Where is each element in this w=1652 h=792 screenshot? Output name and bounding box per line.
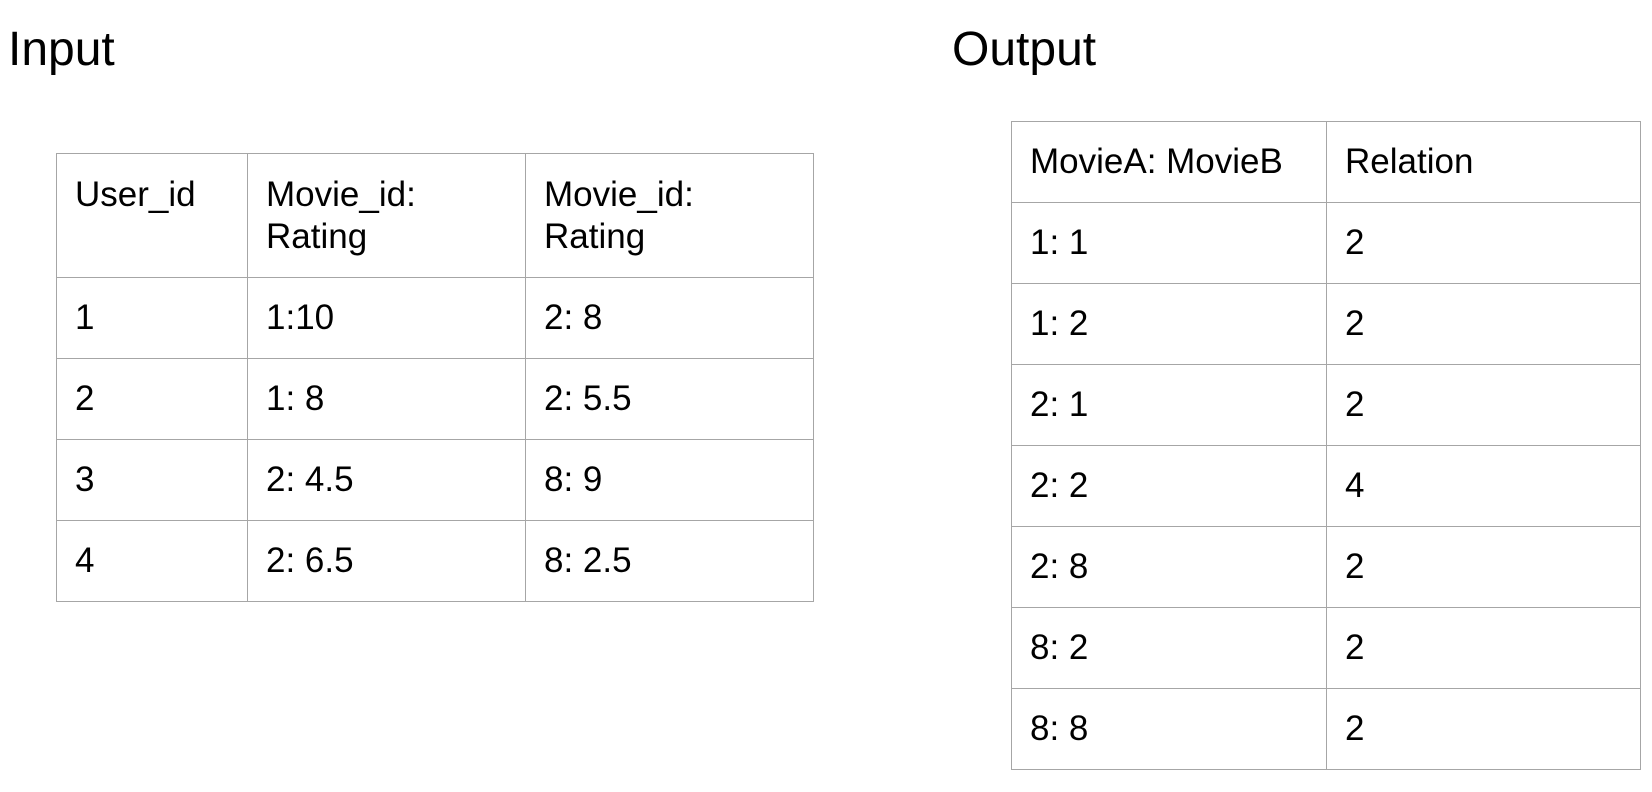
- output-header-relation: Relation: [1326, 121, 1641, 203]
- table-row: 4 2: 6.5 8: 2.5: [56, 520, 814, 602]
- output-cell: 4: [1326, 445, 1641, 527]
- input-header-movie-rating-2: Movie_id: Rating: [525, 153, 814, 278]
- table-row: 8: 8 2: [1011, 688, 1641, 770]
- output-cell: 2: 1: [1011, 364, 1327, 446]
- output-cell: 2: [1326, 283, 1641, 365]
- table-row: 2: 8 2: [1011, 526, 1641, 608]
- input-cell: 3: [56, 439, 248, 521]
- input-cell: 1:10: [247, 277, 526, 359]
- output-cell: 2: [1326, 364, 1641, 446]
- input-cell: 2: 4.5: [247, 439, 526, 521]
- output-cell: 8: 8: [1011, 688, 1327, 770]
- table-row: 2: 2 4: [1011, 445, 1641, 527]
- output-cell: 8: 2: [1011, 607, 1327, 689]
- input-heading: Input: [8, 23, 115, 76]
- table-row: 1 1:10 2: 8: [56, 277, 814, 359]
- input-header-movie-rating-1: Movie_id: Rating: [247, 153, 526, 278]
- input-cell: 2: [56, 358, 248, 440]
- table-row: 2: 1 2: [1011, 364, 1641, 446]
- input-cell: 8: 9: [525, 439, 814, 521]
- table-row: 3 2: 4.5 8: 9: [56, 439, 814, 521]
- output-cell: 2: 8: [1011, 526, 1327, 608]
- output-cell: 1: 2: [1011, 283, 1327, 365]
- input-cell: 4: [56, 520, 248, 602]
- output-cell: 1: 1: [1011, 202, 1327, 284]
- input-cell: 2: 8: [525, 277, 814, 359]
- output-heading: Output: [952, 23, 1097, 76]
- table-row: 1: 1 2: [1011, 202, 1641, 284]
- input-cell: 2: 6.5: [247, 520, 526, 602]
- output-table: MovieA: MovieB Relation 1: 1 2 1: 2 2 2:…: [1011, 121, 1641, 770]
- table-row: 2 1: 8 2: 5.5: [56, 358, 814, 440]
- output-cell: 2: [1326, 202, 1641, 284]
- output-cell: 2: [1326, 607, 1641, 689]
- input-cell: 1: [56, 277, 248, 359]
- output-header-movie-pair: MovieA: MovieB: [1011, 121, 1327, 203]
- input-table: User_id Movie_id: Rating Movie_id: Ratin…: [56, 153, 814, 602]
- input-cell: 2: 5.5: [525, 358, 814, 440]
- input-cell: 8: 2.5: [525, 520, 814, 602]
- input-cell: 1: 8: [247, 358, 526, 440]
- output-cell: 2: [1326, 688, 1641, 770]
- output-header-row: MovieA: MovieB Relation: [1011, 121, 1641, 203]
- table-row: 1: 2 2: [1011, 283, 1641, 365]
- input-header-user-id: User_id: [56, 153, 248, 278]
- output-cell: 2: [1326, 526, 1641, 608]
- table-row: 8: 2 2: [1011, 607, 1641, 689]
- output-cell: 2: 2: [1011, 445, 1327, 527]
- input-header-row: User_id Movie_id: Rating Movie_id: Ratin…: [56, 153, 814, 278]
